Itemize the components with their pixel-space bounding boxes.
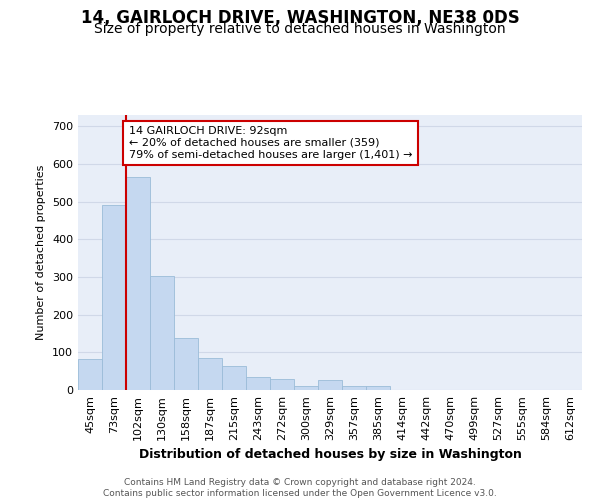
- Bar: [366, 386, 390, 390]
- Bar: [318, 380, 342, 390]
- Bar: [126, 177, 150, 390]
- Bar: [246, 377, 270, 390]
- Bar: [102, 206, 126, 390]
- X-axis label: Distribution of detached houses by size in Washington: Distribution of detached houses by size …: [139, 448, 521, 462]
- Y-axis label: Number of detached properties: Number of detached properties: [37, 165, 46, 340]
- Text: Contains HM Land Registry data © Crown copyright and database right 2024.
Contai: Contains HM Land Registry data © Crown c…: [103, 478, 497, 498]
- Bar: [78, 359, 102, 390]
- Text: 14 GAIRLOCH DRIVE: 92sqm
← 20% of detached houses are smaller (359)
79% of semi-: 14 GAIRLOCH DRIVE: 92sqm ← 20% of detach…: [129, 126, 412, 160]
- Bar: [174, 338, 198, 390]
- Bar: [198, 358, 222, 390]
- Bar: [342, 386, 366, 390]
- Bar: [270, 380, 294, 390]
- Bar: [150, 276, 174, 390]
- Text: Size of property relative to detached houses in Washington: Size of property relative to detached ho…: [94, 22, 506, 36]
- Text: 14, GAIRLOCH DRIVE, WASHINGTON, NE38 0DS: 14, GAIRLOCH DRIVE, WASHINGTON, NE38 0DS: [80, 9, 520, 27]
- Bar: [294, 386, 318, 390]
- Bar: [222, 366, 246, 390]
